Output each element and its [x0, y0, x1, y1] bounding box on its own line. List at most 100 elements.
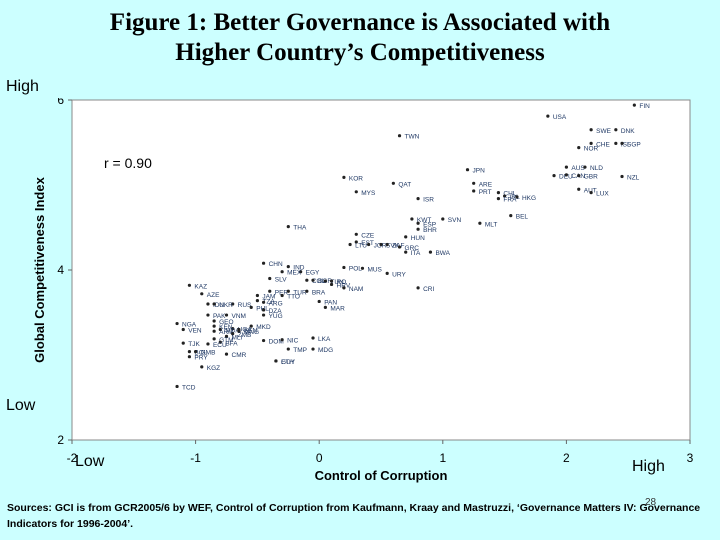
data-point — [231, 332, 235, 336]
x-tick-label: 2 — [563, 451, 570, 465]
data-point — [299, 270, 303, 274]
data-point — [249, 324, 253, 328]
figure-title: Figure 1: Better Governance is Associate… — [0, 8, 720, 68]
point-label: TCD — [182, 384, 196, 391]
data-point — [286, 347, 290, 351]
point-label: ESP — [423, 221, 436, 228]
point-label: HRV — [337, 282, 351, 289]
data-point — [231, 327, 235, 331]
data-point — [311, 347, 315, 351]
data-point — [404, 235, 408, 239]
data-point — [478, 221, 482, 225]
data-point — [416, 221, 420, 225]
data-point — [385, 271, 389, 275]
data-point — [428, 250, 433, 254]
y-tick-label: 2 — [57, 433, 64, 447]
data-point — [379, 242, 383, 247]
point-label: TWN — [405, 134, 420, 141]
point-label: URY — [392, 271, 406, 278]
data-point — [589, 191, 593, 195]
data-point — [268, 276, 272, 281]
point-label: TUR — [293, 289, 307, 296]
point-label: ZMB — [238, 332, 252, 339]
point-label: NIC — [287, 338, 299, 345]
data-point — [348, 242, 352, 247]
data-point — [354, 240, 358, 244]
data-point — [206, 342, 210, 346]
data-point — [589, 141, 593, 145]
point-label: SVK — [386, 243, 400, 250]
data-point — [175, 321, 179, 326]
point-label: JAM — [262, 294, 275, 301]
y-tick-label: 4 — [57, 263, 64, 277]
point-label: EGY — [306, 270, 320, 277]
point-label: MEX — [287, 270, 302, 277]
point-label: DNK — [621, 128, 635, 135]
point-label: NAM — [349, 286, 363, 293]
point-label: CHE — [596, 141, 610, 148]
data-point — [175, 384, 179, 389]
point-label: FIN — [639, 103, 650, 110]
point-label: DZA — [269, 308, 283, 315]
point-label: BHR — [423, 227, 437, 234]
data-point — [206, 313, 210, 317]
data-point — [632, 103, 636, 107]
point-label: PRT — [479, 189, 492, 196]
point-label: IND — [293, 265, 305, 272]
point-label: ISL — [621, 141, 631, 148]
point-label: ITA — [411, 250, 421, 257]
point-label: AZE — [207, 292, 220, 299]
data-point — [385, 242, 389, 247]
point-label: BOL — [194, 350, 207, 357]
point-label: FRA — [503, 197, 517, 204]
data-point — [224, 352, 229, 356]
data-point — [391, 181, 395, 185]
data-point — [212, 329, 216, 333]
point-label: CRI — [423, 286, 434, 293]
point-label: DEU — [559, 174, 573, 181]
data-point — [317, 299, 321, 304]
data-point — [280, 293, 284, 298]
data-point — [280, 338, 284, 342]
point-label: UKR — [219, 302, 233, 309]
point-label: ECU — [213, 342, 227, 349]
data-point — [589, 128, 593, 132]
point-label: VEN — [188, 328, 202, 335]
data-point — [577, 174, 581, 178]
point-label: HUN — [411, 235, 425, 242]
data-point — [249, 305, 253, 309]
data-point — [181, 327, 185, 332]
point-label: LUX — [596, 191, 609, 198]
data-point — [614, 141, 618, 145]
title-line-1: Figure 1: Better Governance is Associate… — [109, 9, 611, 36]
data-point — [212, 319, 216, 323]
data-point — [496, 191, 501, 195]
point-label: PRY — [194, 355, 208, 362]
x-tick-label: -1 — [190, 451, 201, 465]
data-point — [342, 265, 346, 270]
data-point — [286, 289, 290, 293]
data-point — [231, 302, 235, 306]
point-label: PAK — [213, 313, 226, 320]
data-point — [187, 355, 192, 359]
point-label: USA — [553, 114, 567, 121]
data-point — [224, 313, 229, 317]
data-point — [305, 278, 309, 282]
y-low-label: Low — [6, 397, 36, 414]
point-label: BRA — [312, 289, 326, 296]
point-label: JPN — [473, 168, 486, 175]
data-point — [329, 282, 334, 287]
y-high-label: High — [6, 78, 39, 95]
point-label: NZL — [627, 175, 640, 182]
point-label: MLT — [485, 221, 498, 228]
point-label: GEO — [219, 319, 233, 326]
point-label: ISR — [423, 197, 434, 204]
point-label: SWE — [596, 128, 611, 135]
data-point — [552, 174, 556, 178]
data-point — [360, 266, 365, 270]
data-point — [187, 283, 192, 287]
point-label: ARM — [219, 329, 233, 336]
data-point — [268, 289, 272, 293]
data-point — [472, 189, 476, 193]
data-point — [515, 195, 519, 199]
